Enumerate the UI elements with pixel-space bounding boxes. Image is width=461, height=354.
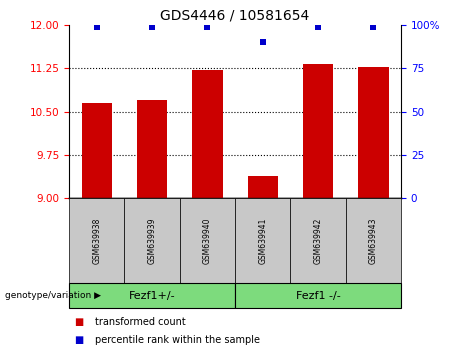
Bar [358,67,389,198]
Bar [82,103,112,198]
Bar [248,176,278,198]
Text: GSM639938: GSM639938 [92,217,101,264]
Bar [303,64,333,198]
Text: GSM639939: GSM639939 [148,217,157,264]
Text: transformed count: transformed count [95,317,185,327]
Text: ■: ■ [74,335,83,345]
Text: GSM639943: GSM639943 [369,217,378,264]
Text: GSM639941: GSM639941 [258,217,267,264]
Text: GSM639940: GSM639940 [203,217,212,264]
Text: ■: ■ [74,317,83,327]
Bar [192,70,223,198]
Text: GSM639942: GSM639942 [313,217,323,264]
Text: Fezf1+/-: Fezf1+/- [129,291,176,301]
Title: GDS4446 / 10581654: GDS4446 / 10581654 [160,8,310,22]
Bar [137,100,167,198]
Text: genotype/variation ▶: genotype/variation ▶ [5,291,100,300]
Text: Fezf1 -/-: Fezf1 -/- [296,291,341,301]
Text: percentile rank within the sample: percentile rank within the sample [95,335,260,345]
